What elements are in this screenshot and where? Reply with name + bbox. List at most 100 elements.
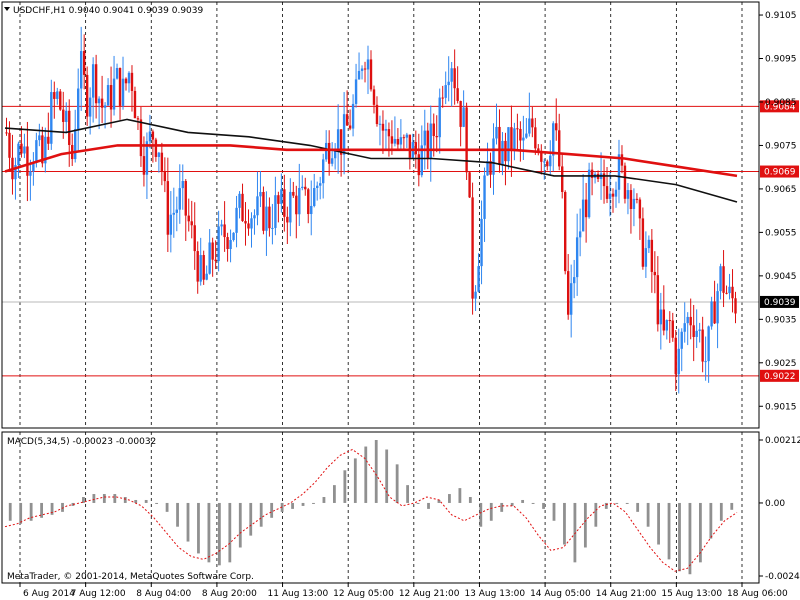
candle-body <box>635 198 639 200</box>
macd-histogram-bar <box>699 502 702 563</box>
candle-body <box>247 223 250 229</box>
candle-body <box>277 195 280 204</box>
candle-body <box>644 248 648 267</box>
candle-body <box>653 271 657 276</box>
candle-body <box>429 123 432 160</box>
candle-body <box>716 291 719 324</box>
y-tick-label: 0.9105 <box>765 11 797 21</box>
candle-body <box>292 191 295 196</box>
candle-body <box>462 107 465 127</box>
copyright-text: MetaTrader, © 2001-2014, MetaQuotes Soft… <box>7 572 254 582</box>
candle-body <box>519 128 522 141</box>
candle-body <box>178 188 181 210</box>
macd-histogram-bar <box>92 494 96 503</box>
candle-body <box>103 105 107 108</box>
candle-body <box>286 216 289 223</box>
candle-body <box>668 320 671 322</box>
candle-body <box>199 255 202 282</box>
candle-body <box>38 135 41 141</box>
candle-body <box>280 189 283 204</box>
candle-body <box>713 301 716 324</box>
candle-body <box>677 348 680 375</box>
level-price-label: 0.9069 <box>764 168 796 178</box>
candle-body <box>686 316 689 324</box>
x-tick-label: 11 Aug 13:00 <box>268 589 329 599</box>
candle-body <box>23 146 26 154</box>
candle-body <box>468 172 471 198</box>
level-price-tag <box>760 165 799 178</box>
macd-histogram-bar <box>207 502 211 563</box>
candle-body <box>572 277 576 284</box>
candle-body <box>423 130 426 146</box>
macd-histogram-bar <box>364 446 368 503</box>
candle-body <box>142 156 146 175</box>
level-price-tag <box>760 100 799 113</box>
candle-body <box>528 118 531 134</box>
candle-body <box>163 171 167 182</box>
y-tick-label: 0.9095 <box>765 55 797 65</box>
macd-histogram-bar <box>238 502 242 548</box>
x-tick-label: 15 Aug 13:00 <box>661 589 722 599</box>
macd-histogram-bar <box>458 488 462 503</box>
candle-body <box>5 132 8 134</box>
candle-body <box>450 68 453 82</box>
candle-body <box>244 221 247 224</box>
y-tick-label: 0.9055 <box>765 228 797 238</box>
candle-body <box>575 237 579 278</box>
candle-body <box>438 97 441 138</box>
candle-body <box>151 131 155 140</box>
candle-body <box>381 123 385 131</box>
macd-signal-line <box>4 448 738 572</box>
level-price-label: 0.9022 <box>764 372 796 382</box>
candle-body <box>208 242 211 274</box>
candle-body <box>160 152 164 172</box>
candle-body <box>327 142 331 164</box>
macd-histogram-bar <box>583 502 587 548</box>
candle-body <box>345 114 349 126</box>
x-tick-label: 8 Aug 04:00 <box>136 589 191 599</box>
candle-body <box>629 190 633 210</box>
candle-body <box>665 320 668 331</box>
candle-body <box>295 195 298 215</box>
candle-body <box>229 240 232 250</box>
macd-histogram-bar <box>82 497 85 503</box>
candle-body <box>543 161 546 163</box>
candle-body <box>620 154 624 166</box>
candle-body <box>181 181 184 189</box>
macd-histogram-bar <box>40 502 43 518</box>
candle-body <box>124 78 128 84</box>
candle-body <box>307 189 310 215</box>
candles <box>5 26 737 394</box>
candle-body <box>56 91 59 99</box>
candle-body <box>372 89 376 105</box>
y-tick-label: 0.9015 <box>765 402 797 412</box>
candle-body <box>734 298 737 314</box>
candle-body <box>339 129 343 155</box>
chart-menu-triangle-icon[interactable] <box>4 7 10 11</box>
macd-histogram-bar <box>155 502 159 504</box>
macd-histogram-bar <box>197 502 200 554</box>
candle-body <box>683 323 686 332</box>
macd-y-tick-label: 0.00212 <box>765 436 800 446</box>
candle-body <box>169 214 173 235</box>
candle-body <box>238 193 241 208</box>
macd-histogram-bar <box>500 502 504 512</box>
candle-body <box>722 266 725 293</box>
candle-body <box>707 326 710 362</box>
candle-body <box>626 190 630 199</box>
candle-body <box>656 275 660 325</box>
macd-histogram-bar <box>594 502 598 527</box>
price-panel-frame <box>1 1 760 429</box>
candle-body <box>100 98 104 108</box>
candle-body <box>387 129 391 137</box>
candle-body <box>310 205 313 215</box>
candle-body <box>399 137 403 145</box>
candle-body <box>501 140 504 165</box>
candle-body <box>680 331 683 349</box>
candle-body <box>719 266 722 292</box>
candle-body <box>133 90 137 119</box>
candle-body <box>47 136 50 144</box>
candle-body <box>35 140 38 164</box>
